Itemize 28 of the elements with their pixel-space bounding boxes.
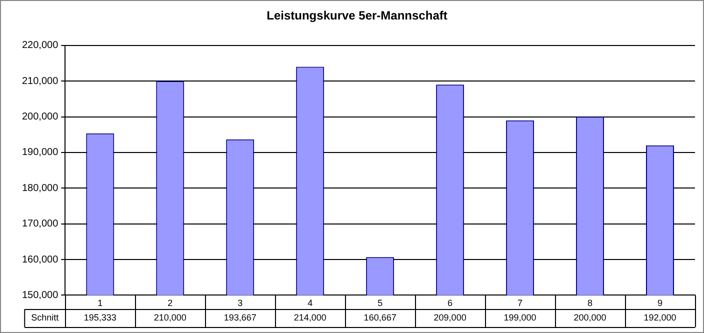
data-label: 210,000	[154, 312, 186, 323]
data-label: 193,667	[224, 312, 256, 323]
y-tick-label: 180,000	[22, 182, 59, 194]
data-label: 209,000	[434, 312, 466, 323]
x-tick-label: 1	[98, 298, 103, 308]
x-tick-label: 3	[238, 298, 243, 308]
data-label: 214,000	[294, 312, 326, 323]
data-label: 200,000	[574, 312, 606, 323]
y-tick-label: 210,000	[22, 76, 59, 87]
y-tick-label: 150,000	[22, 290, 59, 301]
y-tick-label: 220,000	[22, 40, 59, 52]
x-tick-label: 8	[588, 298, 593, 308]
x-tick-label: 4	[308, 298, 313, 308]
y-tick-label: 160,000	[22, 254, 59, 266]
x-tick-label: 9	[658, 298, 663, 308]
x-tick-label: 5	[378, 298, 383, 308]
data-label: 192,000	[644, 312, 676, 323]
data-label: 195,333	[84, 312, 116, 323]
chart-title: Leistungskurve 5er-Mannschaft	[266, 8, 448, 23]
y-tick-label: 200,000	[22, 112, 59, 123]
y-tick-label: 190,000	[22, 147, 59, 158]
text: Schnitt	[31, 312, 60, 323]
x-tick-label: 2	[168, 298, 173, 308]
data-label: 160,667	[364, 312, 396, 323]
data-label: 199,000	[504, 312, 536, 323]
x-tick-label: 6	[448, 298, 453, 308]
y-tick-label: 170,000	[22, 218, 59, 230]
x-tick-label: 7	[518, 298, 523, 308]
